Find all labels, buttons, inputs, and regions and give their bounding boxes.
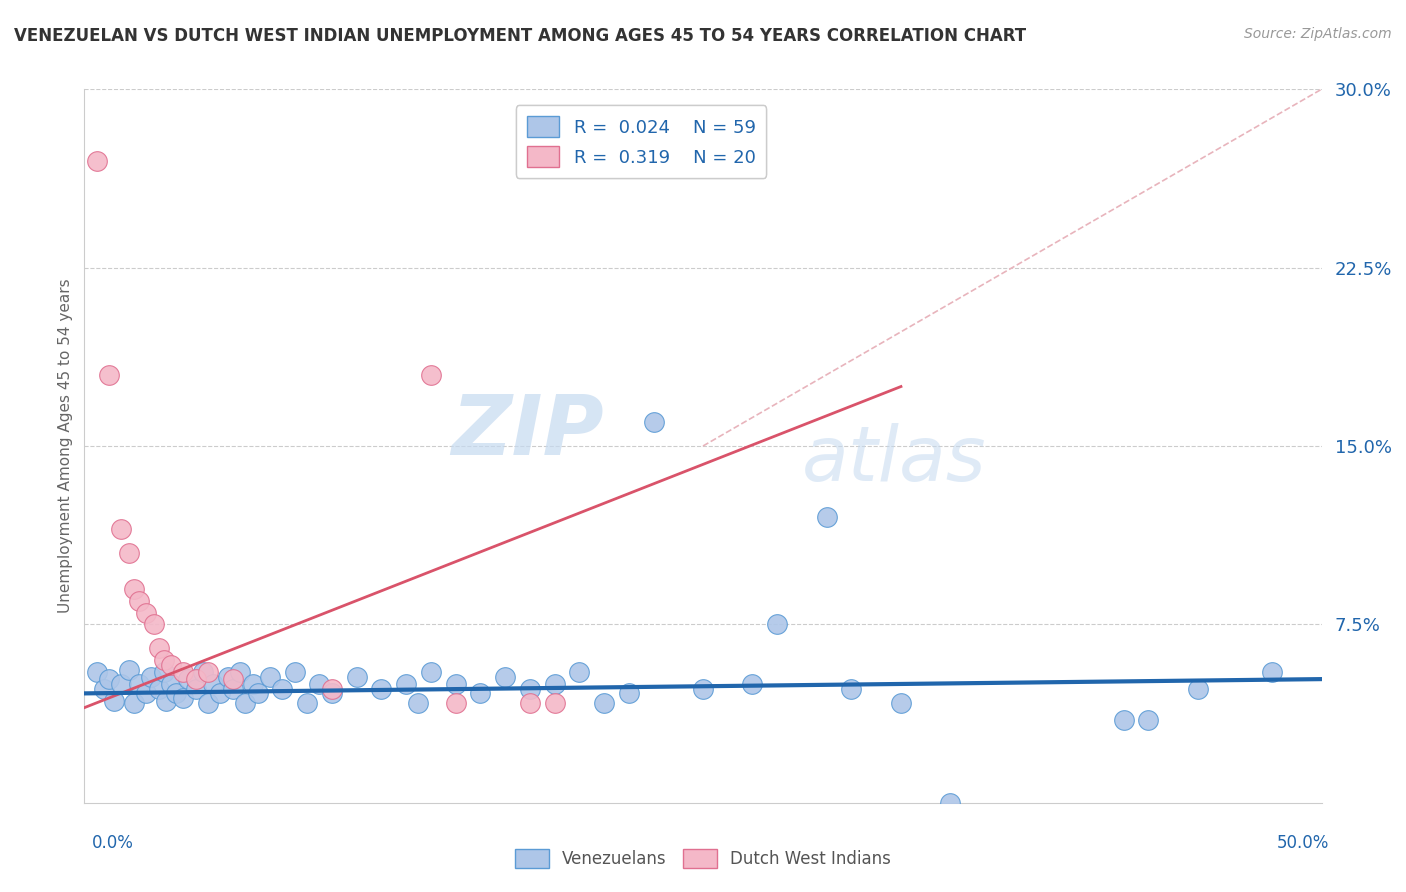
Point (494, 670, 516, 684)
Point (118, 663, 141, 677)
Point (233, 696, 256, 710)
Text: atlas: atlas (801, 424, 987, 497)
Text: Source: ZipAtlas.com: Source: ZipAtlas.com (1244, 27, 1392, 41)
Point (98, 672, 121, 686)
Point (321, 681, 343, 696)
Point (229, 665, 252, 679)
Point (142, 617, 165, 632)
Legend: Venezuelans, Dutch West Indians: Venezuelans, Dutch West Indians (509, 842, 897, 875)
Point (692, 681, 714, 696)
Point (184, 681, 207, 696)
Point (321, 686, 343, 700)
Point (172, 691, 194, 706)
Point (86, 153, 108, 168)
Point (222, 672, 245, 686)
Point (568, 665, 591, 679)
Point (543, 696, 565, 710)
Point (148, 681, 170, 696)
Point (197, 696, 219, 710)
Point (939, 796, 962, 810)
Point (155, 693, 177, 707)
Point (128, 677, 150, 691)
Point (93, 681, 115, 696)
Point (118, 546, 141, 560)
Point (222, 681, 245, 696)
Point (308, 677, 330, 691)
Point (122, 582, 145, 596)
Point (444, 677, 467, 691)
Point (197, 665, 219, 679)
Point (1261, 665, 1284, 679)
Point (242, 677, 264, 691)
Point (177, 672, 200, 686)
Point (152, 653, 174, 667)
Point (135, 606, 157, 620)
Point (135, 686, 157, 700)
Point (160, 657, 183, 672)
Point (246, 686, 269, 700)
Point (209, 686, 232, 700)
Point (172, 665, 194, 679)
Text: 0.0%: 0.0% (91, 834, 134, 852)
Point (284, 665, 307, 679)
Point (1137, 713, 1160, 727)
Point (346, 670, 368, 684)
Point (419, 368, 441, 382)
Point (202, 677, 225, 691)
Point (86, 665, 108, 679)
Y-axis label: Unemployment Among Ages 45 to 54 years: Unemployment Among Ages 45 to 54 years (58, 278, 73, 614)
Point (103, 693, 125, 707)
Text: VENEZUELAN VS DUTCH WEST INDIAN UNEMPLOYMENT AMONG AGES 45 TO 54 YEARS CORRELATI: VENEZUELAN VS DUTCH WEST INDIAN UNEMPLOY… (14, 27, 1026, 45)
Point (370, 681, 392, 696)
Point (444, 696, 467, 710)
Point (191, 665, 214, 679)
Point (295, 696, 318, 710)
Point (98, 368, 121, 382)
Legend: R =  0.024    N = 59, R =  0.319    N = 20: R = 0.024 N = 59, R = 0.319 N = 20 (516, 105, 766, 178)
Point (470, 686, 492, 700)
Text: ZIP: ZIP (451, 392, 605, 472)
Point (519, 696, 541, 710)
Point (419, 665, 441, 679)
Text: 50.0%: 50.0% (1277, 834, 1329, 852)
Point (519, 681, 541, 696)
Point (110, 677, 132, 691)
Point (271, 681, 294, 696)
Point (122, 696, 145, 710)
Point (141, 670, 163, 684)
Point (408, 696, 430, 710)
Point (184, 672, 207, 686)
Point (1187, 681, 1209, 696)
Point (593, 696, 616, 710)
Point (617, 686, 640, 700)
Point (1112, 713, 1135, 727)
Point (766, 617, 789, 632)
Point (543, 677, 565, 691)
Point (148, 641, 170, 656)
Point (110, 522, 132, 536)
Point (165, 686, 187, 700)
Point (160, 677, 183, 691)
Point (128, 593, 150, 607)
Point (152, 665, 174, 679)
Point (217, 670, 239, 684)
Point (890, 696, 912, 710)
Point (841, 681, 863, 696)
Point (643, 415, 665, 429)
Point (395, 677, 418, 691)
Point (259, 670, 281, 684)
Point (815, 510, 838, 524)
Point (741, 677, 763, 691)
